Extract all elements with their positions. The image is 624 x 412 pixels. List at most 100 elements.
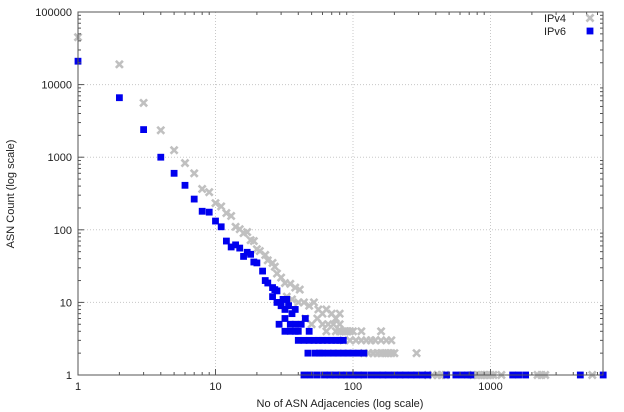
ipv6-point [269, 293, 276, 301]
ipv6-point [247, 250, 254, 258]
ipv6-point [232, 241, 239, 249]
ipv4-point [386, 335, 396, 345]
x-tick-label: 100 [344, 381, 362, 393]
ipv6-point [236, 244, 244, 252]
ipv6-point [360, 349, 368, 357]
y-tick-label: 100000 [35, 7, 72, 19]
ipv6-point [319, 349, 326, 357]
ipv6-point [253, 259, 261, 267]
ipv6-point [190, 195, 198, 203]
ipv6-point [294, 336, 302, 344]
series-ipv4 [73, 32, 597, 380]
ipv6-point [301, 315, 309, 322]
ipv6-point [243, 248, 251, 256]
ipv6-point [294, 327, 302, 335]
ipv4-point [204, 187, 214, 197]
ipv6-point [328, 336, 336, 344]
ipv4-point [335, 319, 345, 329]
ipv4-point [139, 98, 149, 108]
ipv4-point [307, 319, 317, 329]
x-axis-label: No of ASN Adjacencies (log scale) [257, 398, 424, 410]
ipv6-point [339, 349, 347, 357]
ipv6-point [281, 315, 289, 322]
ipv4-point [287, 294, 297, 304]
ipv6-point [222, 237, 230, 245]
ipv6-point [259, 267, 266, 275]
ipv6-point [304, 349, 312, 357]
ipv4-point [293, 297, 303, 307]
ipv6-point [288, 310, 296, 318]
ipv4-point [412, 348, 422, 358]
ipv6-point [286, 320, 294, 328]
ipv6-point [291, 306, 299, 313]
ipv4-point [169, 145, 179, 155]
ipv6-point [286, 327, 294, 335]
ipv4-point [351, 335, 361, 345]
ipv4-point [242, 227, 252, 237]
ipv4-point [270, 262, 280, 272]
x-axis-ticks: 1 10 100 1000 [75, 369, 503, 393]
ipv6-point [324, 349, 332, 357]
gridlines [78, 12, 603, 375]
ipv6-point [319, 336, 326, 344]
minor-ticks [78, 12, 603, 375]
ipv6-point [355, 349, 363, 357]
ipv6-point [273, 299, 281, 306]
legend: IPv4 IPv6 [544, 13, 595, 38]
y-tick-label: 1000 [48, 152, 72, 164]
ipv6-point [334, 349, 342, 357]
ipv6-point [349, 349, 357, 357]
legend-marker-ipv6-icon [586, 27, 594, 35]
ipv4-point [312, 314, 322, 323]
ipv6-point [140, 126, 148, 133]
x-tick-label: 1000 [478, 381, 502, 393]
ipv4-point [197, 184, 207, 194]
y-tick-label: 10 [60, 297, 72, 309]
legend-label-ipv4: IPv4 [544, 13, 566, 25]
ipv6-point [332, 336, 340, 344]
ipv6-point [323, 336, 331, 344]
plot-frame [77, 11, 604, 376]
ipv4-point [356, 326, 366, 336]
ipv6-point [586, 27, 594, 35]
ipv6-point [344, 349, 352, 357]
x-tick-label: 10 [209, 381, 221, 393]
ipv4-point [114, 59, 124, 69]
y-axis-label: ASN Count (log scale) [5, 140, 17, 249]
ipv6-point [297, 320, 305, 328]
ipv6-point [273, 287, 281, 295]
ipv6-point [300, 336, 308, 344]
ipv4-point [249, 236, 259, 246]
ipv6-point [285, 302, 292, 310]
ipv4-point [318, 319, 327, 329]
ipv4-point [348, 326, 358, 336]
ipv4-point [221, 208, 231, 218]
ipv4-point [376, 326, 386, 336]
ipv6-point [329, 349, 337, 357]
ipv6-point [281, 306, 289, 313]
ipv6-point [275, 320, 283, 328]
ipv6-point [198, 207, 206, 215]
ipv6-point [277, 302, 285, 310]
ipv4-point [335, 309, 345, 319]
y-tick-label: 1 [66, 370, 72, 382]
ipv4-point [299, 297, 309, 307]
ipv6-point [281, 327, 289, 335]
ipv6-point [205, 208, 213, 216]
ipv6-point [264, 279, 272, 287]
ipv4-point [389, 348, 399, 358]
ipv6-point [279, 295, 287, 303]
ipv4-point [309, 297, 319, 307]
ipv6-point [212, 217, 219, 225]
ipv6-point [314, 336, 322, 344]
y-axis-ticks: 1 10 100 1000 10000 100000 [35, 7, 84, 382]
ipv4-point [263, 255, 273, 265]
ipv4-point [211, 198, 220, 208]
x-tick-label: 1 [75, 381, 81, 393]
ipv4-point [370, 335, 380, 345]
ipv6-point [157, 153, 165, 161]
ipv4-point [585, 13, 595, 23]
y-tick-label: 10000 [41, 80, 72, 92]
ipv6-point [227, 243, 235, 251]
